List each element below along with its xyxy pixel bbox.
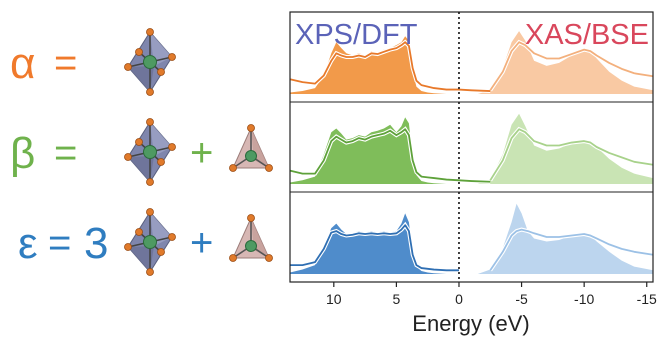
x-axis-label: Energy (eV) (412, 311, 529, 336)
epsilon-equals: = (48, 221, 71, 265)
dft-line-1 (289, 41, 491, 92)
xps-dft-label: XPS/DFT (295, 19, 418, 51)
spectrum-panel-1 (289, 31, 654, 95)
alpha-symbol: α (10, 39, 35, 88)
spectra-chart: XPS/DFT XAS/BSE 10 5 0 -5 -10 -15 Energy (eV) (289, 11, 657, 336)
xas-area-2 (465, 113, 653, 184)
equation-row-epsilon: ε = 3 + (18, 207, 274, 277)
x-tick-label: 0 (455, 291, 463, 307)
bse-line-1 (489, 41, 654, 91)
xas-area-1 (465, 31, 653, 95)
bse-line-2 (489, 128, 654, 181)
spectrum-panel-3 (290, 203, 654, 274)
plot-frame (289, 11, 654, 283)
beta-plus: + (190, 131, 213, 175)
octahedron-icon (123, 117, 177, 187)
epsilon-coefficient: 3 (84, 219, 108, 268)
alpha-equals: = (54, 41, 77, 85)
octahedron-icon (123, 207, 177, 277)
xps-area-3 (290, 213, 459, 274)
beta-equals: = (54, 131, 77, 175)
x-tick-label: -15 (637, 291, 657, 307)
equation-row-alpha: α = (10, 27, 177, 97)
xps-area-1 (290, 36, 459, 94)
epsilon-symbol: ε (18, 219, 38, 268)
xas-area-3 (465, 203, 653, 274)
equation-row-beta: β = + (10, 117, 274, 187)
dft-line-2 (289, 128, 491, 183)
bse-line-3 (489, 228, 654, 271)
x-tick-label: -10 (574, 291, 594, 307)
spectrum-panel-2 (289, 113, 654, 184)
epsilon-plus: + (190, 221, 213, 265)
dft-line-3 (290, 224, 459, 272)
x-tick-label: 10 (326, 291, 342, 307)
xas-bse-label: XAS/BSE (525, 19, 649, 51)
panels-layer (289, 31, 654, 274)
x-axis: 10 5 0 -5 -10 -15 (326, 282, 657, 307)
beta-symbol: β (10, 129, 35, 178)
equation-legend: α = β = + ε = 3 + (10, 27, 274, 277)
tetrahedron-icon (228, 213, 274, 263)
xps-area-2 (290, 117, 459, 184)
x-tick-label: -5 (515, 291, 528, 307)
octahedron-icon (123, 27, 177, 97)
tetrahedron-icon (228, 123, 274, 173)
x-tick-label: 5 (392, 291, 400, 307)
